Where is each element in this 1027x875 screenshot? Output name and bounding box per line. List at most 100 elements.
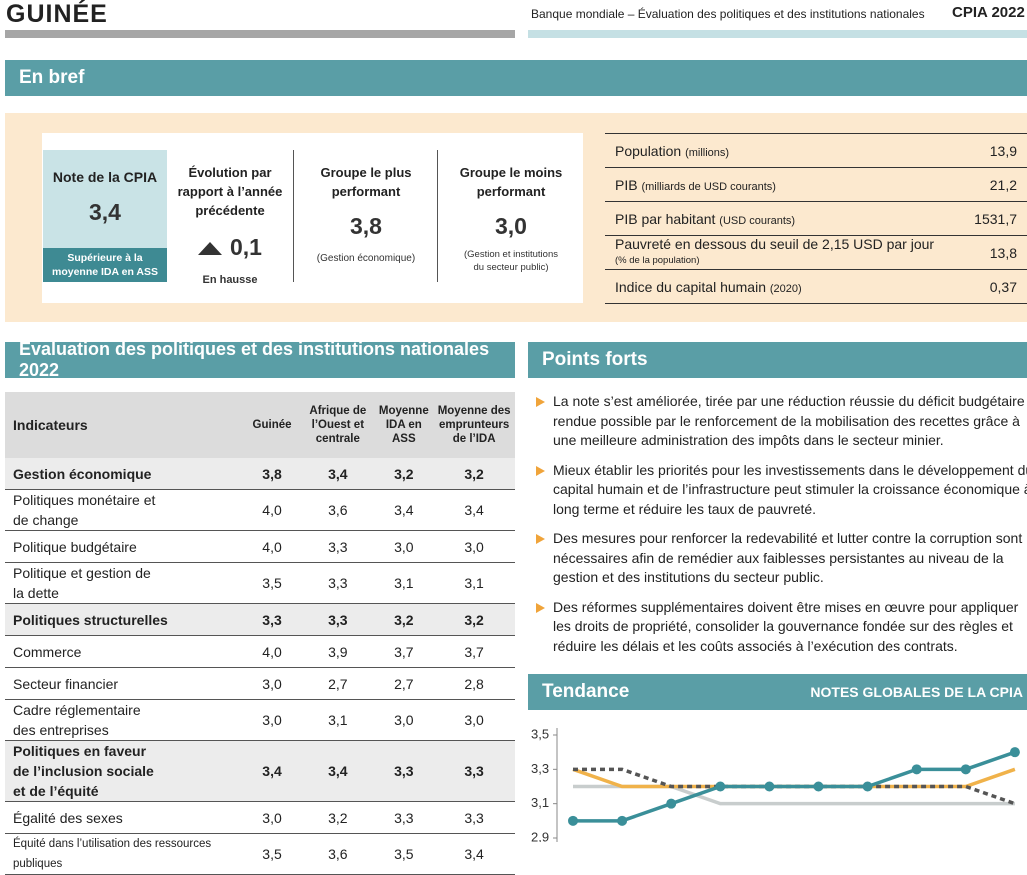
strength-text: Mieux établir les priorités pour les inv… <box>553 461 1027 517</box>
kpi-value: 3,4 <box>89 199 121 225</box>
separator <box>293 150 294 282</box>
score: 3,0 <box>242 699 302 741</box>
score: 3,6 <box>301 489 375 531</box>
kpi-value: 3,8 <box>350 213 382 239</box>
stats-row: PIB par habitant (USD courants) 1531,7 <box>605 201 1027 236</box>
strengths-list: La note s’est améliorée, tirée par une r… <box>534 392 1027 666</box>
strength-text: La note s’est améliorée, tirée par une r… <box>553 393 1025 448</box>
indicator: Politique et gestion de la dette <box>5 562 243 604</box>
score: 3,0 <box>433 699 515 741</box>
series-line <box>573 767 1016 806</box>
score: 3,2 <box>374 603 434 636</box>
stats-row: Pauvreté en dessous du seuil de 2,15 USD… <box>605 235 1027 270</box>
score: 3,3 <box>374 740 434 802</box>
kpi-note: (Gestion et institutions du secteur publ… <box>464 249 558 273</box>
score: 3,9 <box>301 635 375 668</box>
bullet-marker <box>536 534 545 544</box>
table-row: Secteur financier 3,0 2,7 2,7 2,8 <box>5 667 515 700</box>
stats-name: PIB par habitant <box>615 210 716 227</box>
stats-value: 13,9 <box>947 133 1027 168</box>
y-tick-label: 3,5 <box>531 726 549 741</box>
score: 2,7 <box>301 667 375 700</box>
section-banner: Points forts <box>528 342 1027 378</box>
assessment-table: Indicateurs Guinée Afrique de l’Ouest et c… <box>5 392 515 875</box>
stats-name: Population <box>615 142 682 159</box>
stats-unit: (USD courants) <box>719 214 796 227</box>
header-bar <box>5 30 515 38</box>
page: CPIA Guinée html, body { margin: 0; padd… <box>5 0 1027 875</box>
stats-label: Pauvreté en dessous du seuil de 2,15 USD… <box>605 235 947 270</box>
up-arrow <box>198 242 222 255</box>
trend-chart: 2,9 3,1 3,3 3,5 <box>531 726 1020 842</box>
kpi-label: Évolution par rapport à l’année précéden… <box>177 165 283 218</box>
score: 3,3 <box>433 740 515 802</box>
score: 3,3 <box>301 530 375 563</box>
table-row: Politique budgétaire 4,0 3,3 3,0 3,0 <box>5 530 515 563</box>
change: Évolution par rapport à l’année précéden… <box>168 163 292 287</box>
badge: CPIA 2022 <box>952 4 1025 21</box>
table-row: Cadre réglementaire des entreprises 3,0 3,… <box>5 699 515 741</box>
cpia: Note de la CPIA 3,4 <box>43 168 167 226</box>
stats-unit: (% de la population) <box>615 255 700 266</box>
table-row: Gestion économique 3,8 3,4 3,2 3,2 <box>5 458 515 490</box>
indicator: Cadre réglementaire des entreprises <box>5 699 243 741</box>
column-header: Indicateurs <box>5 392 243 458</box>
indicator: Politiques structurelles <box>5 603 243 636</box>
strength-item: La note s’est améliorée, tirée par une r… <box>534 392 1027 451</box>
kpi-label: Groupe le moins performant <box>459 165 563 199</box>
score: 3,3 <box>374 801 434 834</box>
stats-name: PIB <box>615 176 638 193</box>
score: 3,7 <box>433 635 515 668</box>
score: 3,2 <box>374 458 434 490</box>
score: 3,7 <box>374 635 434 668</box>
score: 4,0 <box>242 530 302 563</box>
stats-name: Indice du capital humain <box>615 278 766 295</box>
data-point <box>617 815 628 826</box>
strength-item: Mieux établir les priorités pour les inv… <box>534 461 1027 520</box>
table-row: Égalité des sexes 3,0 3,2 3,3 3,3 <box>5 801 515 834</box>
data-point <box>568 815 578 826</box>
score: 3,3 <box>301 562 375 604</box>
data-point <box>666 798 677 809</box>
score: 3,0 <box>242 801 302 834</box>
kpi-value: 3,0 <box>495 213 527 239</box>
header-bar <box>528 30 1027 38</box>
y-tick-label: 2,9 <box>531 829 549 842</box>
stats-value: 1531,7 <box>947 201 1027 236</box>
score: 2,8 <box>433 667 515 700</box>
score: 3,2 <box>433 603 515 636</box>
kpi-value: 0,1 <box>230 234 262 260</box>
stats-unit: (milliards de USD courants) <box>641 180 776 193</box>
data-point <box>715 781 726 792</box>
table-row: Politique et gestion de la dette 3,5 3,3 3,… <box>5 562 515 604</box>
score: 4,0 <box>242 489 302 531</box>
series-line <box>573 784 1015 806</box>
score: 3,1 <box>374 562 434 604</box>
worst: Groupe le moins performant 3,0 (Gestion … <box>440 163 582 274</box>
chart-title: Tendance <box>542 681 630 702</box>
strength-item: Des mesures pour renforcer la redevabili… <box>534 529 1027 588</box>
indicator: Gestion économique <box>5 458 243 490</box>
kpi-label: Note de la CPIA <box>52 169 158 185</box>
indicator: Politique budgétaire <box>5 530 243 563</box>
table-row: Politiques structurelles 3,3 3,3 3,2 3,2 <box>5 603 515 636</box>
series-line <box>572 767 1016 789</box>
table-row: Commerce 4,0 3,9 3,7 3,7 <box>5 635 515 668</box>
stats-unit: (2020) <box>769 282 802 295</box>
kpi-note: Supérieure à la moyenne IDA en ASS <box>43 248 167 282</box>
score: 3,5 <box>242 562 302 604</box>
strength-text: Des réformes supplémentaires doivent êtr… <box>553 598 1019 654</box>
score: 3,0 <box>242 667 302 700</box>
score: 3,4 <box>242 740 302 802</box>
score: 3,3 <box>242 603 302 636</box>
column-header: Guinée <box>242 392 302 458</box>
source: Banque mondiale – Évaluation des politiq… <box>531 7 925 21</box>
indicator: Secteur financier <box>5 667 243 700</box>
score: 3,3 <box>433 801 515 834</box>
bullet-marker <box>536 602 545 613</box>
kpi-label: Groupe le plus performant <box>320 165 412 199</box>
data-point <box>960 764 971 775</box>
y-tick-label: 3,3 <box>531 761 549 776</box>
score: 3,3 <box>301 603 375 636</box>
indicator: Commerce <box>5 635 243 668</box>
